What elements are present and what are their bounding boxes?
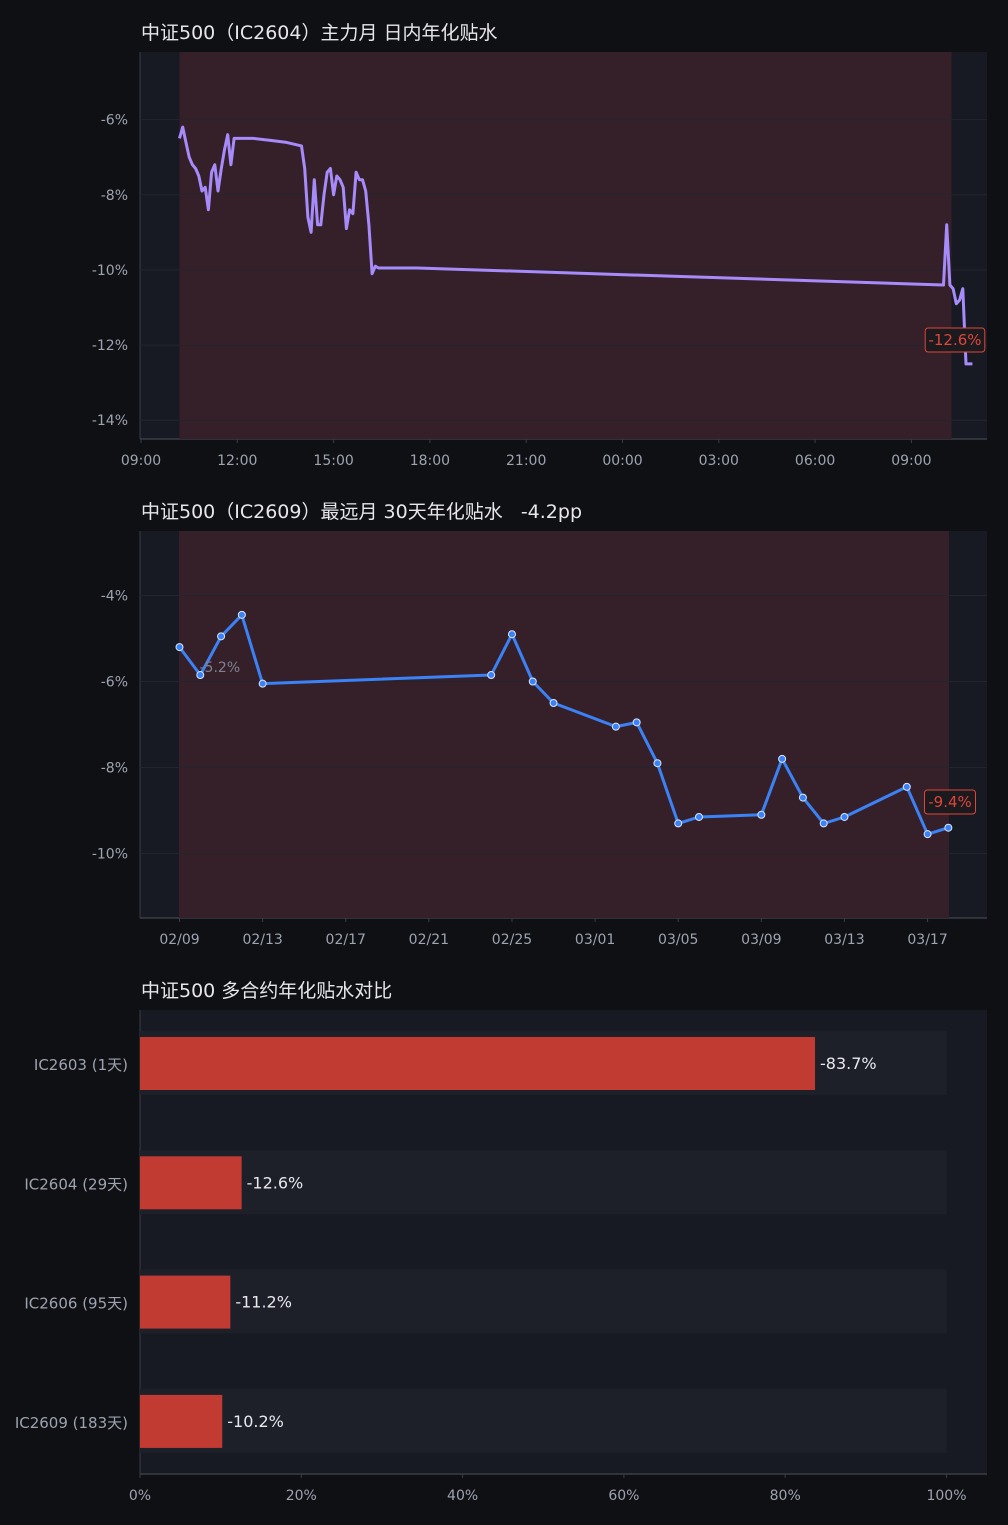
chart3-bar-track	[140, 1150, 947, 1215]
chart2-data-point	[944, 823, 953, 832]
chart2-shaded-region	[179, 531, 949, 918]
chart2-x-tick-label: 02/21	[409, 932, 449, 948]
chart2-y-tick-label: -8%	[101, 761, 128, 777]
chart2-x-tick-label: 02/25	[492, 932, 532, 948]
chart3-bar-track	[140, 1269, 947, 1334]
chart2-y-tick-label: -10%	[92, 847, 128, 863]
chart3-bar	[140, 1275, 231, 1329]
chart3-value-label: -10.2%	[227, 1412, 284, 1431]
chart3-x-tick-label: 0%	[129, 1488, 151, 1504]
chart3-x-tick-label: 20%	[286, 1488, 317, 1504]
chart3-bar	[140, 1394, 223, 1448]
chart2-x-tick-label: 02/17	[326, 932, 366, 948]
chart1-x-tick-label: 06:00	[795, 453, 835, 469]
chart2-data-point	[695, 812, 703, 821]
chart2-data-point	[487, 671, 496, 680]
chart2-data-point	[757, 810, 766, 819]
chart2-x-tick-label: 03/05	[658, 932, 698, 948]
chart3-value-label: -83.7%	[820, 1054, 877, 1073]
chart2-x-tick-label: 03/01	[575, 932, 615, 948]
chart2-data-point	[196, 671, 205, 680]
chart1-last-value-badge: -12.6%	[924, 327, 986, 353]
chart1-x-tick-label: 09:00	[891, 453, 931, 469]
chart1-title: 中证500（IC2604）主力月 日内年化贴水	[141, 22, 498, 44]
chart2-data-point	[653, 759, 662, 768]
chart2-data-point	[674, 819, 683, 828]
chart2-data-point	[840, 812, 849, 821]
chart3-bar-track	[140, 1388, 947, 1453]
chart2-title: 中证500（IC2609）最远月 30天年化贴水 -4.2pp	[141, 501, 583, 523]
chart2-x-tick-label: 03/17	[907, 932, 947, 948]
chart1-y-tick-label: -8%	[101, 188, 128, 204]
chart2-y-tick-label: -4%	[101, 589, 128, 605]
chart2-data-point	[798, 793, 807, 802]
chart2-data-point	[237, 610, 246, 619]
chart3-x-tick-label: 40%	[447, 1488, 478, 1504]
chart2-data-point	[549, 699, 558, 707]
chart3-bar	[140, 1037, 816, 1090]
chart2-x-tick-label: 02/09	[159, 932, 199, 948]
chart2-data-point	[632, 718, 641, 727]
chart3-x-tick-label: 60%	[608, 1488, 639, 1504]
chart2-data-point	[923, 830, 932, 839]
chart2-last-value-badge-text: -9.4%	[928, 793, 972, 811]
chart2-x-tick-label: 03/09	[741, 932, 781, 948]
chart1-x-tick-label: 12:00	[217, 453, 257, 469]
chart3-category-label: IC2604 (29天)	[24, 1175, 128, 1193]
chart1-y-tick-label: -14%	[92, 413, 128, 429]
chart2-data-point	[258, 679, 267, 688]
chart1-x-tick-label: 21:00	[506, 453, 546, 469]
chart1-series-line	[178, 125, 973, 366]
chart2-x-tick-label: 03/13	[824, 932, 864, 948]
chart1-x-tick-label: 00:00	[602, 453, 642, 469]
chart1-last-value-badge-text: -12.6%	[928, 331, 981, 349]
chart2-data-point	[175, 643, 184, 652]
chart2-data-point	[902, 782, 911, 791]
chart2-first-value-label: -5.2%	[200, 660, 241, 676]
chart1-y-tick-label: -12%	[92, 338, 128, 354]
chart2-data-point	[217, 632, 226, 641]
chart1-y-tick-label: -10%	[92, 263, 128, 279]
chart3-category-label: IC2603 (1天)	[34, 1056, 128, 1074]
chart3-value-label: -11.2%	[235, 1293, 292, 1312]
chart1-x-tick-label: 03:00	[699, 453, 739, 469]
chart2-x-tick-label: 02/13	[242, 932, 282, 948]
chart3-x-tick-label: 100%	[926, 1488, 966, 1504]
chart3-category-label: IC2606 (95天)	[24, 1295, 128, 1313]
chart1-last-value-badge-box	[924, 327, 986, 353]
chart2-series-line	[178, 613, 949, 836]
chart1-shaded-region	[179, 52, 952, 439]
chart1-y-tick-label: -6%	[101, 113, 128, 129]
chart2-data-point	[528, 677, 537, 686]
chart1-x-tick-label: 09:00	[121, 453, 161, 469]
chart1-x-tick-label: 18:00	[410, 453, 450, 469]
chart1-x-tick-label: 15:00	[313, 453, 353, 469]
chart3-bar	[140, 1156, 242, 1210]
chart2-data-point	[778, 754, 787, 763]
chart2-data-point	[507, 630, 516, 639]
chart3-x-tick-label: 80%	[770, 1488, 801, 1504]
chart2-data-point	[819, 819, 828, 828]
chart3-category-label: IC2609 (183天)	[15, 1414, 128, 1432]
chart2-y-tick-label: -6%	[101, 675, 128, 691]
chart3-title: 中证500 多合约年化贴水对比	[141, 980, 393, 1002]
chart2-last-value-badge-box	[924, 789, 976, 815]
chart3-value-label: -12.6%	[247, 1173, 304, 1192]
chart2-last-value-badge: -9.4%	[924, 789, 976, 815]
chart2-data-point	[611, 722, 620, 731]
